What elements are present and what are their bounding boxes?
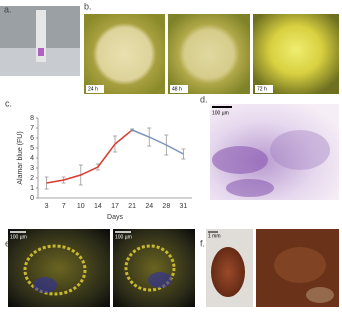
- x-tick-label: 3: [45, 203, 49, 210]
- fluorescence-image: [8, 229, 110, 307]
- x-tick-label: 24: [145, 203, 153, 210]
- x-tick-label: 28: [162, 203, 170, 210]
- ihc-tissue: [306, 287, 334, 303]
- x-axis-label: Days: [107, 214, 123, 221]
- y-tick-label: 3: [30, 165, 34, 172]
- line: [131, 129, 184, 155]
- y-tick-label: 7: [30, 125, 34, 132]
- panel-label: a.: [4, 4, 12, 14]
- organ: [211, 247, 245, 297]
- time-tag-bg: [86, 85, 104, 93]
- pipette: [36, 10, 46, 62]
- x-tick-label: 31: [180, 203, 188, 210]
- y-tick-label: 2: [30, 175, 34, 182]
- time-tag: 24 h: [88, 86, 98, 92]
- time-tag-bg: [255, 85, 273, 93]
- tissue: [212, 146, 268, 174]
- time-tag: 48 h: [172, 86, 182, 92]
- photo-b3: [253, 14, 339, 94]
- y-axis-label: Alamar blue (FU): [17, 131, 24, 184]
- y-tick-label: 8: [30, 115, 34, 122]
- chart: 0 1 2 3 4 5 6 7 8 3 7 10 14 17 21 24 28 31 Days Alamar blue…: [17, 115, 192, 221]
- photo-b2: [168, 14, 250, 94]
- panel-label: f.: [200, 238, 205, 248]
- tissue: [226, 179, 274, 197]
- line: [46, 129, 133, 184]
- photo-b1: [84, 14, 165, 94]
- x-tick-label: 14: [94, 203, 102, 210]
- scale-label: 100 µm: [212, 110, 229, 116]
- pipette-liquid: [38, 48, 44, 56]
- panel-label: d.: [200, 94, 208, 104]
- cells: [23, 244, 87, 296]
- time-tag: 72 h: [257, 86, 267, 92]
- time-tag-bg: [170, 85, 188, 93]
- panel-label: c.: [5, 98, 12, 108]
- cells: [124, 244, 176, 292]
- scale-label: 100 µm: [10, 234, 27, 240]
- panel-label: b.: [84, 1, 92, 11]
- x-tick-label: 17: [111, 203, 119, 210]
- tissue: [270, 130, 330, 170]
- scale-label: 100 µm: [115, 234, 132, 240]
- y-tick-label: 4: [30, 155, 34, 162]
- y-tick-label: 1: [30, 185, 34, 192]
- x-tick-label: 7: [62, 203, 66, 210]
- y-tick-label: 0: [30, 195, 34, 202]
- x-tick-label: 21: [128, 203, 136, 210]
- y-tick-label: 5: [30, 145, 34, 152]
- ihc-tissue: [274, 247, 326, 283]
- nuclei: [33, 277, 57, 293]
- scale-label: 1 mm: [208, 233, 221, 239]
- y-tick-label: 6: [30, 135, 34, 142]
- x-tick-label: 10: [77, 203, 85, 210]
- nuclei: [148, 272, 172, 288]
